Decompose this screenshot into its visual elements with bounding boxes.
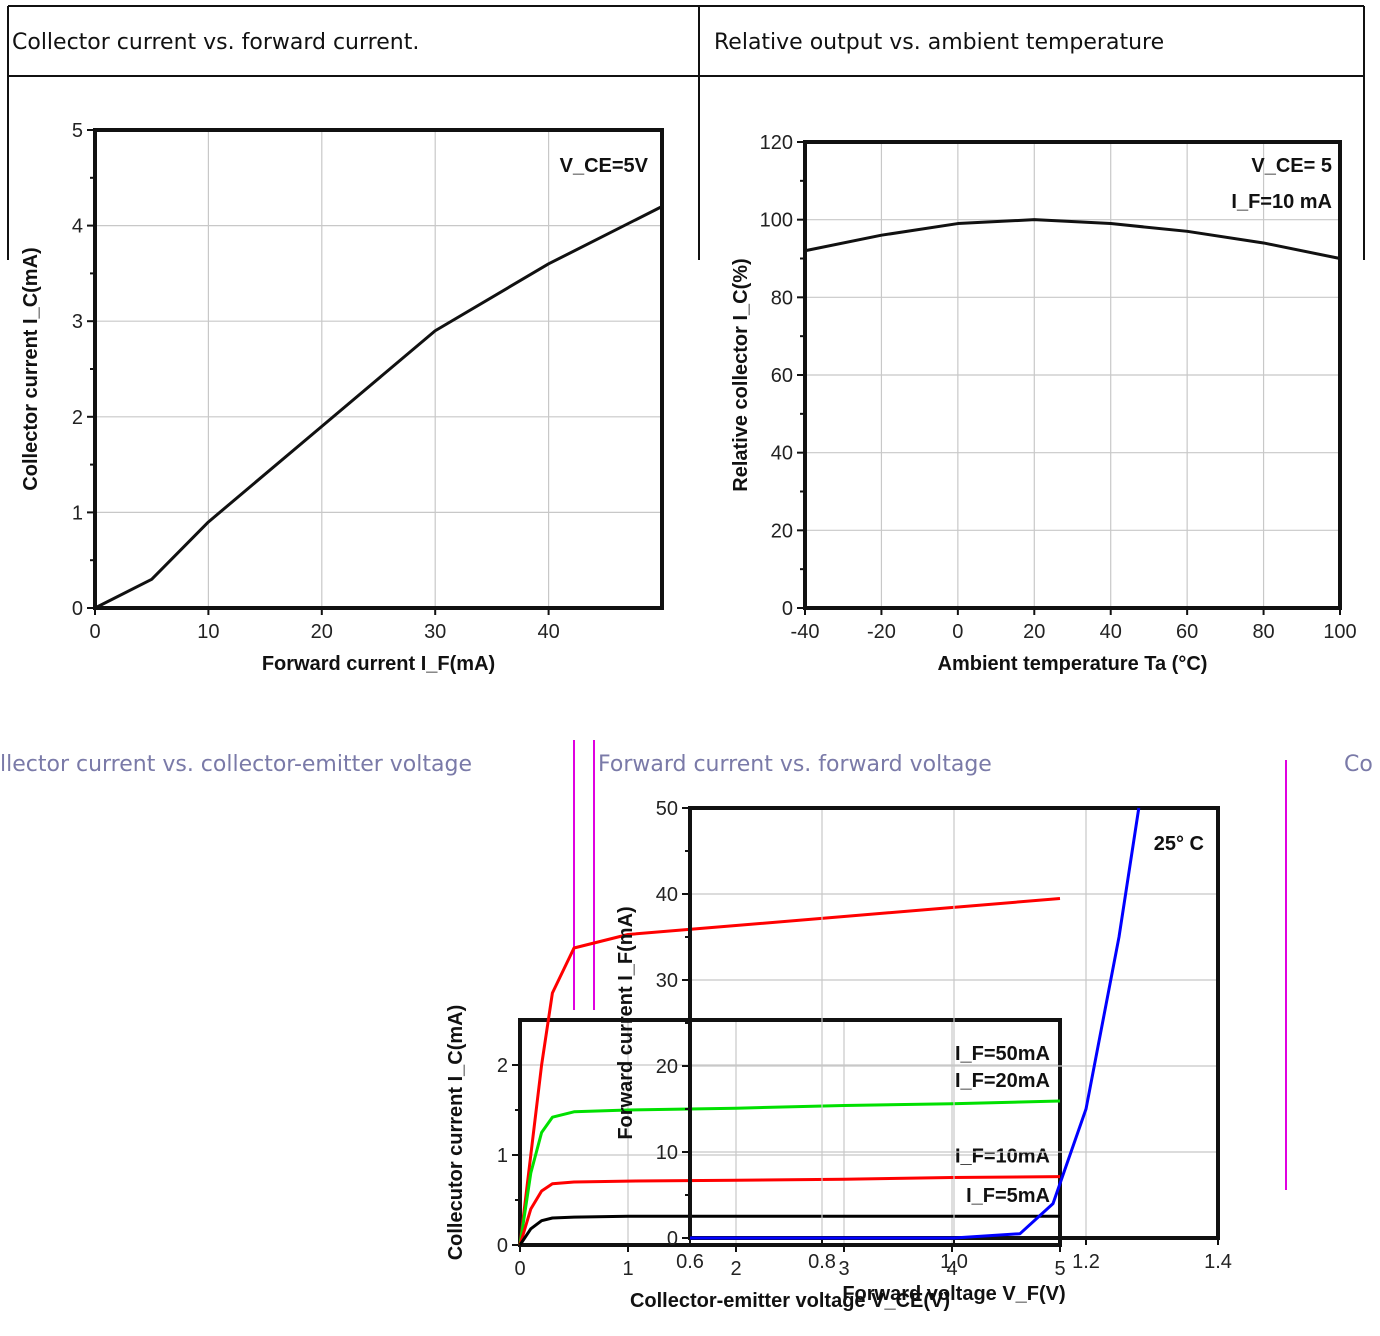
- x-tick-label: -20: [867, 621, 896, 643]
- x-tick-label: 40: [1100, 621, 1122, 643]
- y-tick-label: 2: [497, 1055, 508, 1077]
- y-tick-label: 60: [771, 365, 793, 387]
- series-line: [804, 218, 1341, 260]
- y-tick-label: 0: [667, 1228, 678, 1250]
- plot-frame: [803, 140, 1342, 610]
- series-line: [690, 807, 1141, 1240]
- x-tick-label: 0: [514, 1258, 525, 1280]
- y-tick-label: 1: [72, 502, 83, 524]
- x-tick-label: 1.0: [940, 1251, 968, 1273]
- x-tick-label: 100: [1323, 621, 1356, 643]
- series-label: I_F=20mA: [955, 1070, 1050, 1092]
- panel-title-top-right: Relative output vs. ambient temperature: [714, 30, 1165, 55]
- series-line: [518, 1214, 1060, 1246]
- y-axis-label: Relative collector I_C(%): [730, 258, 752, 491]
- x-tick-label: 3: [838, 1258, 849, 1280]
- x-tick-label: 2: [730, 1258, 741, 1280]
- x-tick-label: 80: [1252, 621, 1274, 643]
- condition-annotation: V_CE=5V: [560, 155, 649, 177]
- x-tick-label: 0.6: [676, 1251, 704, 1273]
- plot-frame: [93, 128, 664, 610]
- x-tick-label: 0: [89, 621, 100, 643]
- x-axis-label: Ambient temperature Ta (°C): [938, 653, 1208, 675]
- y-tick-label: 40: [771, 443, 793, 465]
- x-tick-label: 20: [311, 621, 333, 643]
- y-tick-label: 0: [782, 598, 793, 620]
- chart-collector-vs-vce: 0 1 2 3 4 5 0 1 2 I_F=50mA I_F=20mA I_F=10mA I_F=5mA…: [445, 897, 1066, 1312]
- x-tick-label: -40: [791, 621, 820, 643]
- panel-title-top-left: Collector current vs. forward current.: [12, 30, 420, 55]
- x-tick-label: 5: [1054, 1258, 1065, 1280]
- x-tick-label: 20: [1023, 621, 1045, 643]
- chart-collector-vs-forward: 0 10 20 30 40 0 1 2 3 4 5 V_CE=5V Forward current I_…: [20, 120, 664, 675]
- x-tick-label: 0.8: [808, 1251, 836, 1273]
- x-tick-label: 10: [197, 621, 219, 643]
- y-tick-label: 0: [497, 1235, 508, 1257]
- x-axis-label: Forward current I_F(mA): [262, 653, 495, 675]
- x-tick-label: 30: [424, 621, 446, 643]
- x-tick-label: 1.2: [1072, 1251, 1100, 1273]
- y-tick-label: 5: [72, 120, 83, 142]
- y-tick-label: 80: [771, 287, 793, 309]
- y-tick-label: 2: [72, 407, 83, 429]
- x-tick-label: 4: [946, 1258, 957, 1280]
- panel-title-bottom-mid: Forward current vs. forward voltage: [598, 752, 992, 777]
- panel-title-bottom-right: Co: [1344, 752, 1373, 777]
- y-axis-label: Forward current I_F(mA): [615, 906, 637, 1139]
- x-tick-label: 60: [1176, 621, 1198, 643]
- y-tick-label: 10: [656, 1142, 678, 1164]
- condition-annotation: I_F=10 mA: [1231, 191, 1332, 213]
- series-line: [94, 205, 663, 610]
- y-tick-label: 20: [656, 1056, 678, 1078]
- series-line: [518, 1099, 1061, 1246]
- y-tick-label: 3: [72, 311, 83, 333]
- condition-annotation: 25° C: [1154, 833, 1204, 855]
- y-tick-label: 120: [760, 132, 793, 154]
- y-tick-label: 20: [771, 520, 793, 542]
- x-axis-label: Forward voltage V_F(V): [842, 1283, 1065, 1305]
- series-label: I_F=10mA: [955, 1146, 1050, 1168]
- series-label: I_F=5mA: [966, 1185, 1050, 1207]
- y-tick-label: 1: [497, 1145, 508, 1167]
- y-axis-label: Collecutor current I_C(mA): [445, 1005, 467, 1261]
- series-line: [518, 897, 1061, 1246]
- chart-forward-current-vs-voltage: 0.6 0.8 1.0 1.2 1.4 0 10 20 30 40 50 25° C Forward v…: [615, 798, 1232, 1305]
- y-tick-label: 30: [656, 970, 678, 992]
- series-line: [518, 1175, 1061, 1246]
- y-tick-label: 40: [656, 884, 678, 906]
- y-axis-label: Collector current I_C(mA): [20, 247, 42, 490]
- x-axis-label: Collector-emitter voltage V_CE(V): [630, 1290, 950, 1312]
- x-tick-label: 0: [952, 621, 963, 643]
- condition-annotation: V_CE= 5: [1251, 155, 1332, 177]
- x-tick-label: 40: [537, 621, 559, 643]
- plot-frame: [518, 1018, 1062, 1247]
- x-tick-label: 1.4: [1204, 1251, 1232, 1273]
- series-label: I_F=50mA: [955, 1043, 1050, 1065]
- y-tick-label: 50: [656, 798, 678, 820]
- panel-title-bottom-left: llector current vs. collector-emitter vo…: [0, 752, 472, 777]
- y-tick-label: 100: [760, 210, 793, 232]
- y-tick-label: 0: [72, 598, 83, 620]
- y-tick-label: 4: [72, 216, 83, 238]
- x-tick-label: 1: [622, 1258, 633, 1280]
- chart-relative-output-vs-temp: -40 -20 0 20 40 60 80 100 0 20 40 60 80 100 120 V_CE= 5…: [730, 132, 1357, 675]
